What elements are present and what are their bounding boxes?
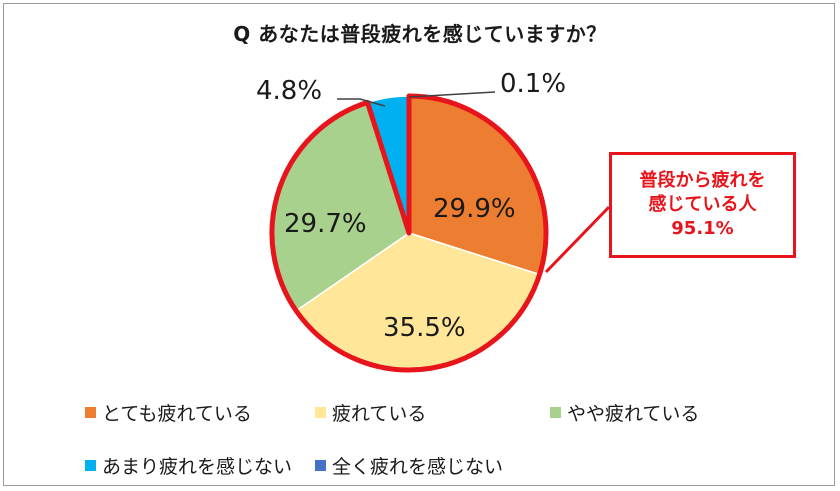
legend-item-4: 全く疲れを感じない <box>315 452 503 479</box>
legend-swatch <box>85 407 96 418</box>
legend-item-3: あまり疲れを感じない <box>85 452 292 479</box>
leader-line-slice-4 <box>408 91 496 98</box>
legend-swatch <box>315 460 326 471</box>
data-label-slice-4: 0.1% <box>500 69 566 99</box>
legend-label: 疲れている <box>332 403 427 425</box>
legend-item-2: やや疲れている <box>550 399 699 426</box>
leader-line-slice-3 <box>337 98 386 107</box>
legend-label: あまり疲れを感じない <box>102 456 293 478</box>
legend-swatch <box>315 407 326 418</box>
data-label-slice-1: 35.5% <box>383 313 466 343</box>
legend-label: やや疲れている <box>567 403 700 425</box>
legend-label: とても疲れている <box>102 403 252 425</box>
data-label-slice-0: 29.9% <box>433 194 516 224</box>
callout-line-2: 感じている人 <box>648 194 757 215</box>
callout-box: 普段から疲れを 感じている人 95.1% <box>609 152 796 258</box>
legend-swatch <box>85 460 96 471</box>
data-label-slice-2: 29.7% <box>284 209 367 239</box>
callout-connector <box>544 205 611 274</box>
highlight-outline <box>269 93 549 373</box>
legend-item-0: とても疲れている <box>85 399 252 426</box>
chart-title: Q あなたは普段疲れを感じていますか？ <box>233 22 607 46</box>
callout-line-3: 95.1% <box>671 218 734 239</box>
legend-swatch <box>550 407 561 418</box>
callout-line-1: 普段から疲れを <box>639 170 766 191</box>
legend-label: 全く疲れを感じない <box>332 456 504 478</box>
data-label-slice-3: 4.8% <box>256 76 322 106</box>
legend-item-1: 疲れている <box>315 399 426 426</box>
